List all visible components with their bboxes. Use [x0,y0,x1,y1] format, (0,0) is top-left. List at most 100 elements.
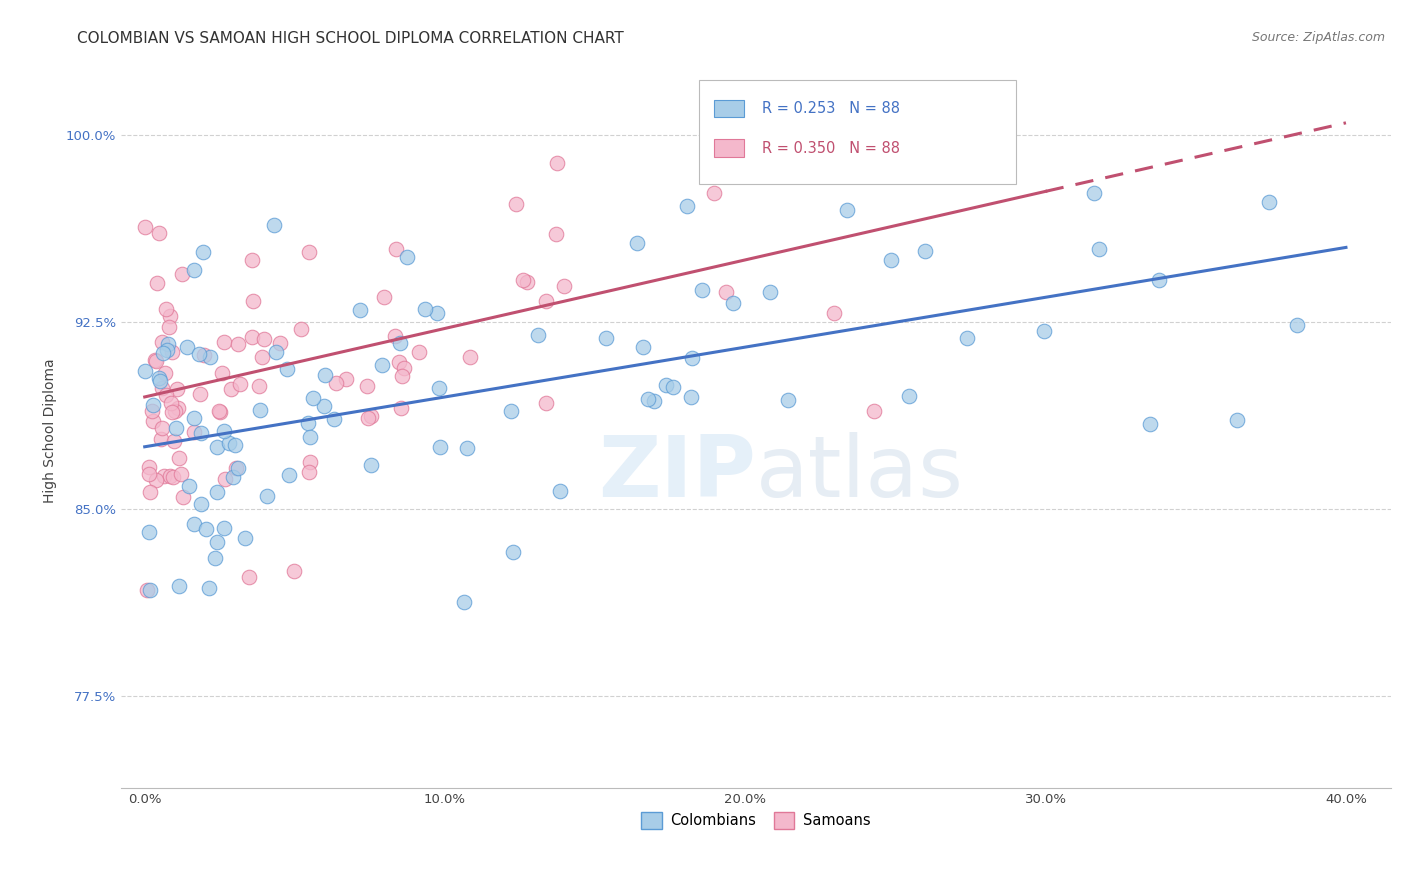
Point [142,399,165,413]
Point [134,220,156,235]
Point [526,327,548,342]
Point [169,451,191,466]
Point [134,364,156,378]
Point [716,285,738,299]
Point [298,244,321,259]
Point [179,479,201,493]
Point [138,583,160,598]
Point [212,521,235,535]
Text: atlas: atlas [756,432,965,515]
Point [155,302,177,317]
Text: R = 0.350   N = 88: R = 0.350 N = 88 [762,141,900,155]
Point [190,497,212,511]
Point [150,421,173,435]
FancyBboxPatch shape [714,139,744,157]
Point [146,276,169,290]
Point [205,534,228,549]
Point [193,348,215,362]
Point [752,143,775,157]
Point [183,425,205,439]
Point [360,409,382,423]
Point [172,267,194,281]
Point [155,387,177,401]
Point [226,461,249,475]
Point [222,469,245,483]
Point [256,489,278,503]
Point [160,396,183,410]
Point [205,440,228,454]
Point [643,393,665,408]
Point [349,303,371,318]
Point [534,293,557,308]
Point [156,343,179,357]
Point [312,399,335,413]
Point [150,381,173,395]
Point [1226,413,1249,427]
Point [1088,242,1111,256]
Point [1149,273,1171,287]
Point [150,432,173,446]
Point [166,383,188,397]
Point [218,436,240,450]
Point [166,401,188,416]
Point [160,345,183,359]
Point [170,467,193,481]
Point [145,473,167,487]
Point [211,366,233,380]
Point [676,199,699,213]
Point [679,390,702,404]
Point [263,219,285,233]
Point [914,244,936,258]
Point [426,305,449,319]
Point [302,392,325,406]
Point [323,411,346,425]
Point [429,440,451,454]
Point [145,353,167,368]
Point [188,386,211,401]
Point [388,355,411,369]
Point [460,351,482,365]
Point [165,420,187,434]
Point [148,227,170,241]
Point [1285,318,1308,333]
Point [204,551,226,566]
Point [721,296,744,310]
Point [512,273,534,287]
Point [413,302,436,317]
Point [391,369,413,384]
Point [142,414,165,428]
Point [198,351,221,365]
Point [149,374,172,388]
Point [396,251,419,265]
Point [360,458,382,472]
Point [1258,194,1281,209]
Y-axis label: High School Diploma: High School Diploma [44,359,58,503]
Point [183,411,205,425]
Point [880,253,903,268]
Point [298,465,321,479]
Point [152,346,174,360]
Point [534,396,557,410]
Point [188,346,211,360]
Point [225,461,247,475]
Point [502,545,524,559]
Point [681,351,703,365]
Point [505,197,527,211]
Point [253,332,276,346]
Point [384,329,406,343]
Point [277,467,299,482]
Point [183,516,205,531]
Point [135,582,157,597]
FancyBboxPatch shape [714,100,744,118]
Point [546,156,568,170]
Point [159,309,181,323]
Point [297,416,319,430]
Point [159,469,181,483]
Point [212,424,235,438]
Point [389,401,412,415]
Point [190,425,212,440]
Point [637,392,659,407]
Point [335,372,357,386]
Point [153,367,176,381]
Point [373,290,395,304]
